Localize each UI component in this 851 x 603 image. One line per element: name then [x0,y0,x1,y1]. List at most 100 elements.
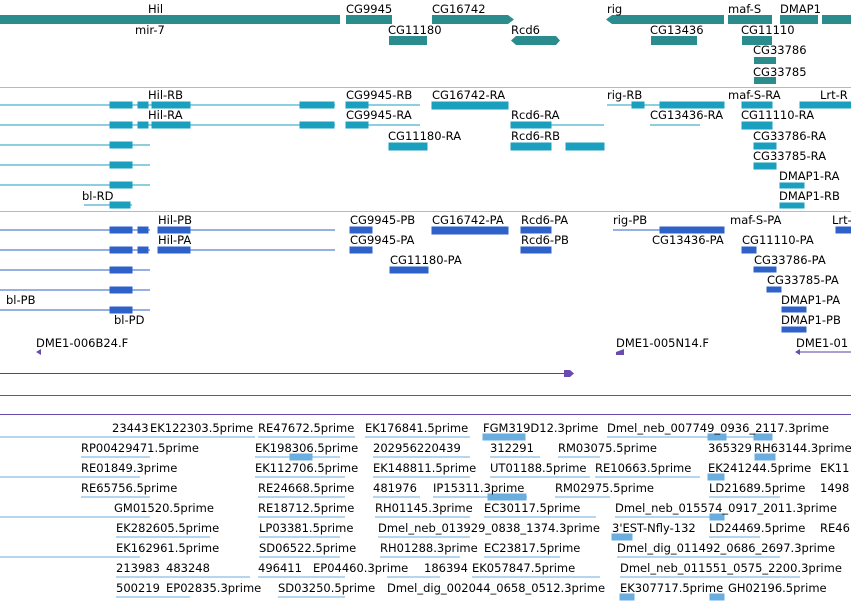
est-label[interactable]: LD24469.5prime [709,521,805,535]
transcript-label[interactable]: maf-S-RA [728,88,781,102]
transcript-label[interactable]: CG9945-RA [346,108,412,122]
transcript-label[interactable]: bl-RD [82,189,114,203]
est-label[interactable]: Dmel_neb_007749_0936_2117.3prime [607,421,829,435]
est-label[interactable]: RH63144.3prime [754,441,851,455]
est-label[interactable]: 3'EST-Nfly-132 [612,521,696,535]
est-label[interactable]: LP03381.5prime [259,521,353,535]
est-label[interactable]: EK282605.5prime [116,521,219,535]
gene-label[interactable]: CG33786 [753,43,807,57]
est-label[interactable]: RE18712.5prime [258,501,354,515]
protein-label[interactable]: Hil-PB [158,213,192,227]
est-block[interactable] [707,433,727,441]
clone-marker[interactable] [616,349,624,355]
est-label[interactable]: Dmel_neb_013929_0838_1374.3prime [378,521,600,535]
est-block[interactable] [289,453,313,461]
est-label[interactable]: RE01849.3prime [81,461,177,475]
transcript-label[interactable]: rig-RB [607,88,642,102]
est-label[interactable]: 1498 [820,481,849,495]
est-label[interactable]: EC30117.5prime [484,501,580,515]
protein-label[interactable]: rig-PB [613,213,647,227]
est-label[interactable]: 202956220439 [373,441,461,455]
transcript-label[interactable]: DMAP1-RB [779,189,840,203]
est-label[interactable]: SD06522.5prime [259,541,356,555]
est-label[interactable]: RE47672.5prime [258,421,354,435]
est-label[interactable]: 186394 [424,561,468,575]
est-label[interactable]: LD21689.5prime [709,481,805,495]
gene-label[interactable]: CG13436 [650,23,704,37]
est-label[interactable]: EK148811.5prime [373,461,476,475]
est-label[interactable]: GM01520.5prime [114,501,214,515]
est-label[interactable]: Dmel_neb_011551_0575_2200.3prime [620,561,842,575]
protein-label[interactable]: Rcd6-PB [521,233,569,247]
transcript-label[interactable]: Hil-RA [148,108,183,122]
est-label[interactable]: 23443 [112,421,149,435]
est-label[interactable]: EK057847.5prime [472,561,575,575]
gene-label[interactable]: Rcd6 [511,23,540,37]
protein-label[interactable]: CG16742-PA [432,213,504,227]
gene-bar[interactable] [606,15,724,24]
transcript-label[interactable]: CG9945-RB [346,88,412,102]
protein-label[interactable]: DMAP1-PB [781,313,841,327]
est-label[interactable]: 500219 [116,581,160,595]
est-label[interactable]: 365329 [708,441,752,455]
transcript-label[interactable]: Lrt-R [820,88,848,102]
est-label[interactable]: 483248 [166,561,210,575]
est-label[interactable]: RE24668.5prime [258,481,354,495]
gene-bar[interactable] [432,15,514,24]
est-label[interactable]: EC23817.5prime [484,541,580,555]
est-label[interactable]: 312291 [490,441,534,455]
est-block[interactable] [707,473,725,481]
est-label[interactable]: 213983 [116,561,160,575]
transcript-label[interactable]: Rcd6-RB [511,129,560,143]
est-label[interactable]: EK241244.5prime [708,461,811,475]
est-block[interactable] [482,433,526,441]
gene-bar[interactable] [346,15,392,24]
est-label[interactable]: EK198306.5prime [255,441,358,455]
protein-label[interactable]: CG11180-PA [390,253,462,267]
transcript-label[interactable]: DMAP1-RA [779,169,840,183]
est-block[interactable] [619,593,635,601]
est-label[interactable]: EK162961.5prime [116,541,219,555]
protein-label[interactable]: CG13436-PA [652,233,724,247]
est-label[interactable]: UT01188.5prime [490,461,587,475]
gene-label[interactable]: CG9945 [346,2,392,16]
gene-label[interactable]: maf-S [728,2,761,16]
est-label[interactable]: Dmel_dig_011492_0686_2697.3prime [617,541,835,555]
protein-label[interactable]: CG33785-PA [767,273,839,287]
clone-label[interactable]: DME1-005N14.F [616,336,709,350]
protein-label[interactable]: DMAP1-PA [781,293,840,307]
gene-label[interactable]: Hil [148,2,163,16]
est-label[interactable]: RE65756.5prime [81,481,177,495]
gene-bar[interactable] [822,15,851,24]
gene-label[interactable]: mir-7 [135,23,165,37]
est-label[interactable]: EK112706.5prime [255,461,358,475]
est-label[interactable]: EK307717.5prime [620,581,723,595]
est-label[interactable]: RE46 [820,521,850,535]
protein-label[interactable]: CG33786-PA [754,253,826,267]
transcript-label[interactable]: CG33786-RA [753,129,826,143]
protein-label[interactable]: CG9945-PA [350,233,415,247]
protein-label[interactable]: Hil-PA [158,233,191,247]
gene-label[interactable]: DMAP1 [780,2,821,16]
clone-label[interactable]: DME1-01 [796,336,848,350]
est-label[interactable]: EK122303.5prime [150,421,253,435]
protein-label[interactable]: CG11110-PA [742,233,814,247]
est-label[interactable]: EK11 [820,461,849,475]
transcript-label[interactable]: CG13436-RA [650,108,723,122]
gene-bar[interactable] [651,36,697,45]
gene-label[interactable]: CG16742 [432,2,486,16]
est-label[interactable]: 481976 [373,481,417,495]
est-label[interactable]: SD03250.5prime [278,581,375,595]
clone-marker[interactable] [795,349,800,355]
est-label[interactable]: EK176841.5prime [365,421,468,435]
gene-bar[interactable] [780,15,818,24]
gene-bar[interactable] [742,36,772,45]
protein-label[interactable]: Lrt- [832,213,851,227]
transcript-label[interactable]: CG33785-RA [753,149,826,163]
gene-label[interactable]: CG11180 [388,23,442,37]
est-label[interactable]: Dmel_dig_002044_0658_0512.3prime [387,581,605,595]
clone-label[interactable]: DME1-006B24.F [36,336,128,350]
gene-label[interactable]: CG11110 [741,23,795,37]
est-block[interactable] [487,493,527,501]
clone-marker[interactable] [36,349,41,355]
